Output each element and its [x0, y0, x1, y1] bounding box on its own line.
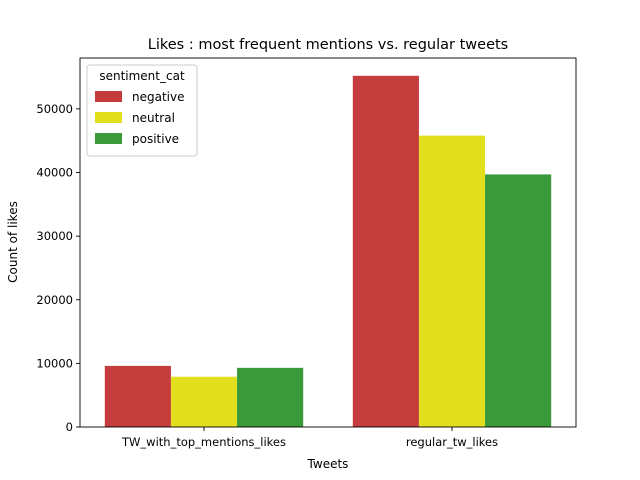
x-tick-label: TW_with_top_mentions_likes	[121, 435, 286, 449]
legend-items: negative neutral positive	[95, 90, 184, 146]
y-axis-ticks: 0 10000 20000 30000 40000 50000	[36, 102, 80, 434]
legend-label-neutral: neutral	[132, 111, 175, 125]
y-tick-label: 40000	[36, 166, 73, 180]
plot-frame	[79, 57, 577, 428]
legend-swatch-neutral	[95, 112, 122, 123]
x-axis-ticks: TW_with_top_mentions_likes regular_tw_lik…	[121, 427, 498, 449]
chart-title: Likes : most frequent mentions vs. regul…	[148, 37, 508, 53]
x-axis-label: Tweets	[307, 457, 349, 471]
legend-label-positive: positive	[132, 132, 179, 146]
y-tick-label: 10000	[36, 356, 73, 370]
bar-positive-1	[237, 367, 304, 427]
bar-negative-2	[352, 75, 419, 428]
plot-marks	[104, 75, 552, 428]
x-tick-label: regular_tw_likes	[406, 435, 498, 449]
y-tick-label: 0	[66, 420, 73, 434]
bar-neutral-1	[170, 376, 238, 427]
legend-title: sentiment_cat	[99, 69, 185, 83]
legend: sentiment_cat negative neutral positive	[86, 64, 198, 157]
legend-swatch-positive	[95, 133, 122, 144]
y-tick-label: 50000	[36, 102, 73, 116]
bar-negative-1	[104, 365, 171, 427]
legend-swatch-negative	[95, 91, 122, 102]
y-axis-label: Count of likes	[6, 201, 20, 283]
y-tick-label: 30000	[36, 229, 73, 243]
bar-neutral-2	[418, 135, 486, 427]
y-tick-label: 20000	[36, 293, 73, 307]
bar-positive-2	[485, 174, 552, 427]
legend-label-negative: negative	[132, 90, 184, 104]
